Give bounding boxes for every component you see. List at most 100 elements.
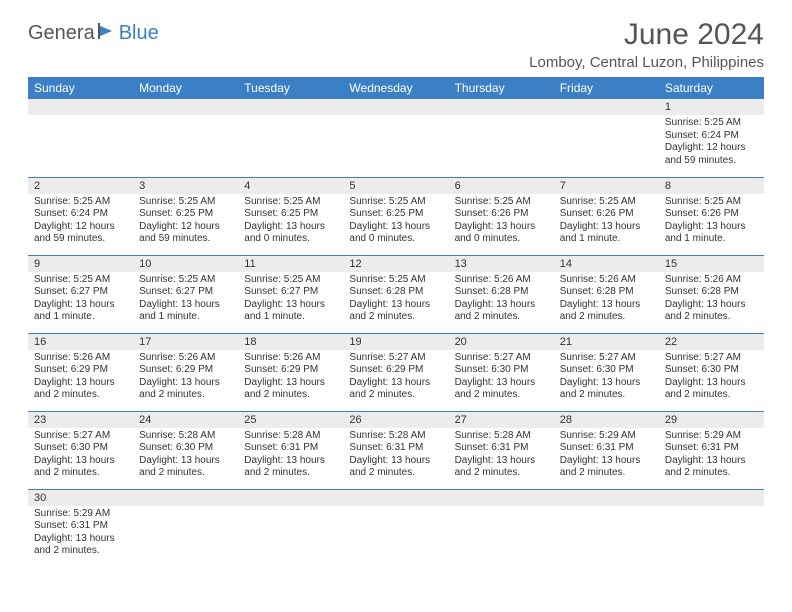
day-number: 4 xyxy=(238,178,343,194)
day-number xyxy=(343,99,448,115)
day-number: 12 xyxy=(343,256,448,272)
calendar-day-cell xyxy=(659,489,764,567)
calendar-day-cell: 5Sunrise: 5:25 AMSunset: 6:25 PMDaylight… xyxy=(343,177,448,255)
calendar-day-cell: 6Sunrise: 5:25 AMSunset: 6:26 PMDaylight… xyxy=(449,177,554,255)
day-number: 10 xyxy=(133,256,238,272)
day-number: 2 xyxy=(28,178,133,194)
day-content xyxy=(238,115,343,165)
day-number: 11 xyxy=(238,256,343,272)
day-number: 24 xyxy=(133,412,238,428)
day-number: 5 xyxy=(343,178,448,194)
day-number: 30 xyxy=(28,490,133,506)
calendar-day-cell: 7Sunrise: 5:25 AMSunset: 6:26 PMDaylight… xyxy=(554,177,659,255)
day-content: Sunrise: 5:25 AMSunset: 6:27 PMDaylight:… xyxy=(238,272,343,328)
day-content: Sunrise: 5:26 AMSunset: 6:28 PMDaylight:… xyxy=(554,272,659,328)
day-content: Sunrise: 5:25 AMSunset: 6:24 PMDaylight:… xyxy=(28,194,133,250)
day-content: Sunrise: 5:26 AMSunset: 6:29 PMDaylight:… xyxy=(238,350,343,406)
day-content: Sunrise: 5:25 AMSunset: 6:27 PMDaylight:… xyxy=(133,272,238,328)
calendar-day-cell: 23Sunrise: 5:27 AMSunset: 6:30 PMDayligh… xyxy=(28,411,133,489)
calendar-day-cell: 16Sunrise: 5:26 AMSunset: 6:29 PMDayligh… xyxy=(28,333,133,411)
day-content: Sunrise: 5:26 AMSunset: 6:28 PMDaylight:… xyxy=(449,272,554,328)
day-content xyxy=(554,506,659,556)
day-number: 27 xyxy=(449,412,554,428)
day-number xyxy=(554,490,659,506)
day-number xyxy=(343,490,448,506)
calendar-day-cell xyxy=(554,489,659,567)
day-number: 18 xyxy=(238,334,343,350)
day-content: Sunrise: 5:25 AMSunset: 6:26 PMDaylight:… xyxy=(449,194,554,250)
day-number xyxy=(28,99,133,115)
day-content: Sunrise: 5:29 AMSunset: 6:31 PMDaylight:… xyxy=(554,428,659,484)
calendar-day-cell: 21Sunrise: 5:27 AMSunset: 6:30 PMDayligh… xyxy=(554,333,659,411)
day-number: 3 xyxy=(133,178,238,194)
calendar-week-row: 9Sunrise: 5:25 AMSunset: 6:27 PMDaylight… xyxy=(28,255,764,333)
calendar-day-cell xyxy=(449,489,554,567)
day-content: Sunrise: 5:28 AMSunset: 6:31 PMDaylight:… xyxy=(449,428,554,484)
day-number xyxy=(659,490,764,506)
calendar-day-cell xyxy=(28,99,133,177)
calendar-day-cell: 17Sunrise: 5:26 AMSunset: 6:29 PMDayligh… xyxy=(133,333,238,411)
day-number xyxy=(238,99,343,115)
calendar-day-cell: 13Sunrise: 5:26 AMSunset: 6:28 PMDayligh… xyxy=(449,255,554,333)
calendar-week-row: 30Sunrise: 5:29 AMSunset: 6:31 PMDayligh… xyxy=(28,489,764,567)
day-content: Sunrise: 5:25 AMSunset: 6:26 PMDaylight:… xyxy=(659,194,764,250)
calendar-week-row: 2Sunrise: 5:25 AMSunset: 6:24 PMDaylight… xyxy=(28,177,764,255)
day-content xyxy=(133,506,238,556)
calendar-day-cell xyxy=(133,99,238,177)
location-text: Lomboy, Central Luzon, Philippines xyxy=(529,54,764,71)
weekday-header: Wednesday xyxy=(343,77,448,99)
day-number: 28 xyxy=(554,412,659,428)
day-number xyxy=(133,490,238,506)
day-content xyxy=(343,115,448,165)
day-number: 8 xyxy=(659,178,764,194)
day-number: 26 xyxy=(343,412,448,428)
day-content: Sunrise: 5:27 AMSunset: 6:29 PMDaylight:… xyxy=(343,350,448,406)
calendar-day-cell xyxy=(133,489,238,567)
day-number: 13 xyxy=(449,256,554,272)
day-number: 22 xyxy=(659,334,764,350)
day-number: 17 xyxy=(133,334,238,350)
calendar-week-row: 1Sunrise: 5:25 AMSunset: 6:24 PMDaylight… xyxy=(28,99,764,177)
day-content: Sunrise: 5:25 AMSunset: 6:24 PMDaylight:… xyxy=(659,115,764,171)
day-content: Sunrise: 5:25 AMSunset: 6:26 PMDaylight:… xyxy=(554,194,659,250)
weekday-header: Friday xyxy=(554,77,659,99)
calendar-day-cell: 26Sunrise: 5:28 AMSunset: 6:31 PMDayligh… xyxy=(343,411,448,489)
day-number: 7 xyxy=(554,178,659,194)
calendar-day-cell xyxy=(238,99,343,177)
calendar-day-cell: 25Sunrise: 5:28 AMSunset: 6:31 PMDayligh… xyxy=(238,411,343,489)
day-number: 16 xyxy=(28,334,133,350)
logo-text-part1: Genera xyxy=(28,22,95,45)
calendar-day-cell: 4Sunrise: 5:25 AMSunset: 6:25 PMDaylight… xyxy=(238,177,343,255)
day-content: Sunrise: 5:27 AMSunset: 6:30 PMDaylight:… xyxy=(28,428,133,484)
calendar-week-row: 23Sunrise: 5:27 AMSunset: 6:30 PMDayligh… xyxy=(28,411,764,489)
day-content: Sunrise: 5:29 AMSunset: 6:31 PMDaylight:… xyxy=(659,428,764,484)
weekday-header: Thursday xyxy=(449,77,554,99)
calendar-week-row: 16Sunrise: 5:26 AMSunset: 6:29 PMDayligh… xyxy=(28,333,764,411)
calendar-day-cell: 20Sunrise: 5:27 AMSunset: 6:30 PMDayligh… xyxy=(449,333,554,411)
day-content: Sunrise: 5:26 AMSunset: 6:29 PMDaylight:… xyxy=(28,350,133,406)
day-content xyxy=(343,506,448,556)
day-content xyxy=(238,506,343,556)
day-content xyxy=(28,115,133,165)
weekday-header: Tuesday xyxy=(238,77,343,99)
day-number xyxy=(449,490,554,506)
day-content: Sunrise: 5:25 AMSunset: 6:25 PMDaylight:… xyxy=(133,194,238,250)
day-content xyxy=(449,115,554,165)
logo: Genera Blue xyxy=(28,22,159,45)
day-content: Sunrise: 5:28 AMSunset: 6:31 PMDaylight:… xyxy=(343,428,448,484)
calendar-day-cell: 10Sunrise: 5:25 AMSunset: 6:27 PMDayligh… xyxy=(133,255,238,333)
day-content xyxy=(659,506,764,556)
calendar-day-cell xyxy=(238,489,343,567)
day-number: 1 xyxy=(659,99,764,115)
day-number: 20 xyxy=(449,334,554,350)
flag-icon xyxy=(98,23,116,44)
day-number: 14 xyxy=(554,256,659,272)
day-number xyxy=(238,490,343,506)
day-content: Sunrise: 5:26 AMSunset: 6:28 PMDaylight:… xyxy=(659,272,764,328)
day-content: Sunrise: 5:28 AMSunset: 6:31 PMDaylight:… xyxy=(238,428,343,484)
calendar-day-cell: 12Sunrise: 5:25 AMSunset: 6:28 PMDayligh… xyxy=(343,255,448,333)
header: Genera Blue June 2024 Lomboy, Central Lu… xyxy=(28,18,764,71)
day-content: Sunrise: 5:25 AMSunset: 6:27 PMDaylight:… xyxy=(28,272,133,328)
day-content xyxy=(133,115,238,165)
calendar-day-cell: 11Sunrise: 5:25 AMSunset: 6:27 PMDayligh… xyxy=(238,255,343,333)
